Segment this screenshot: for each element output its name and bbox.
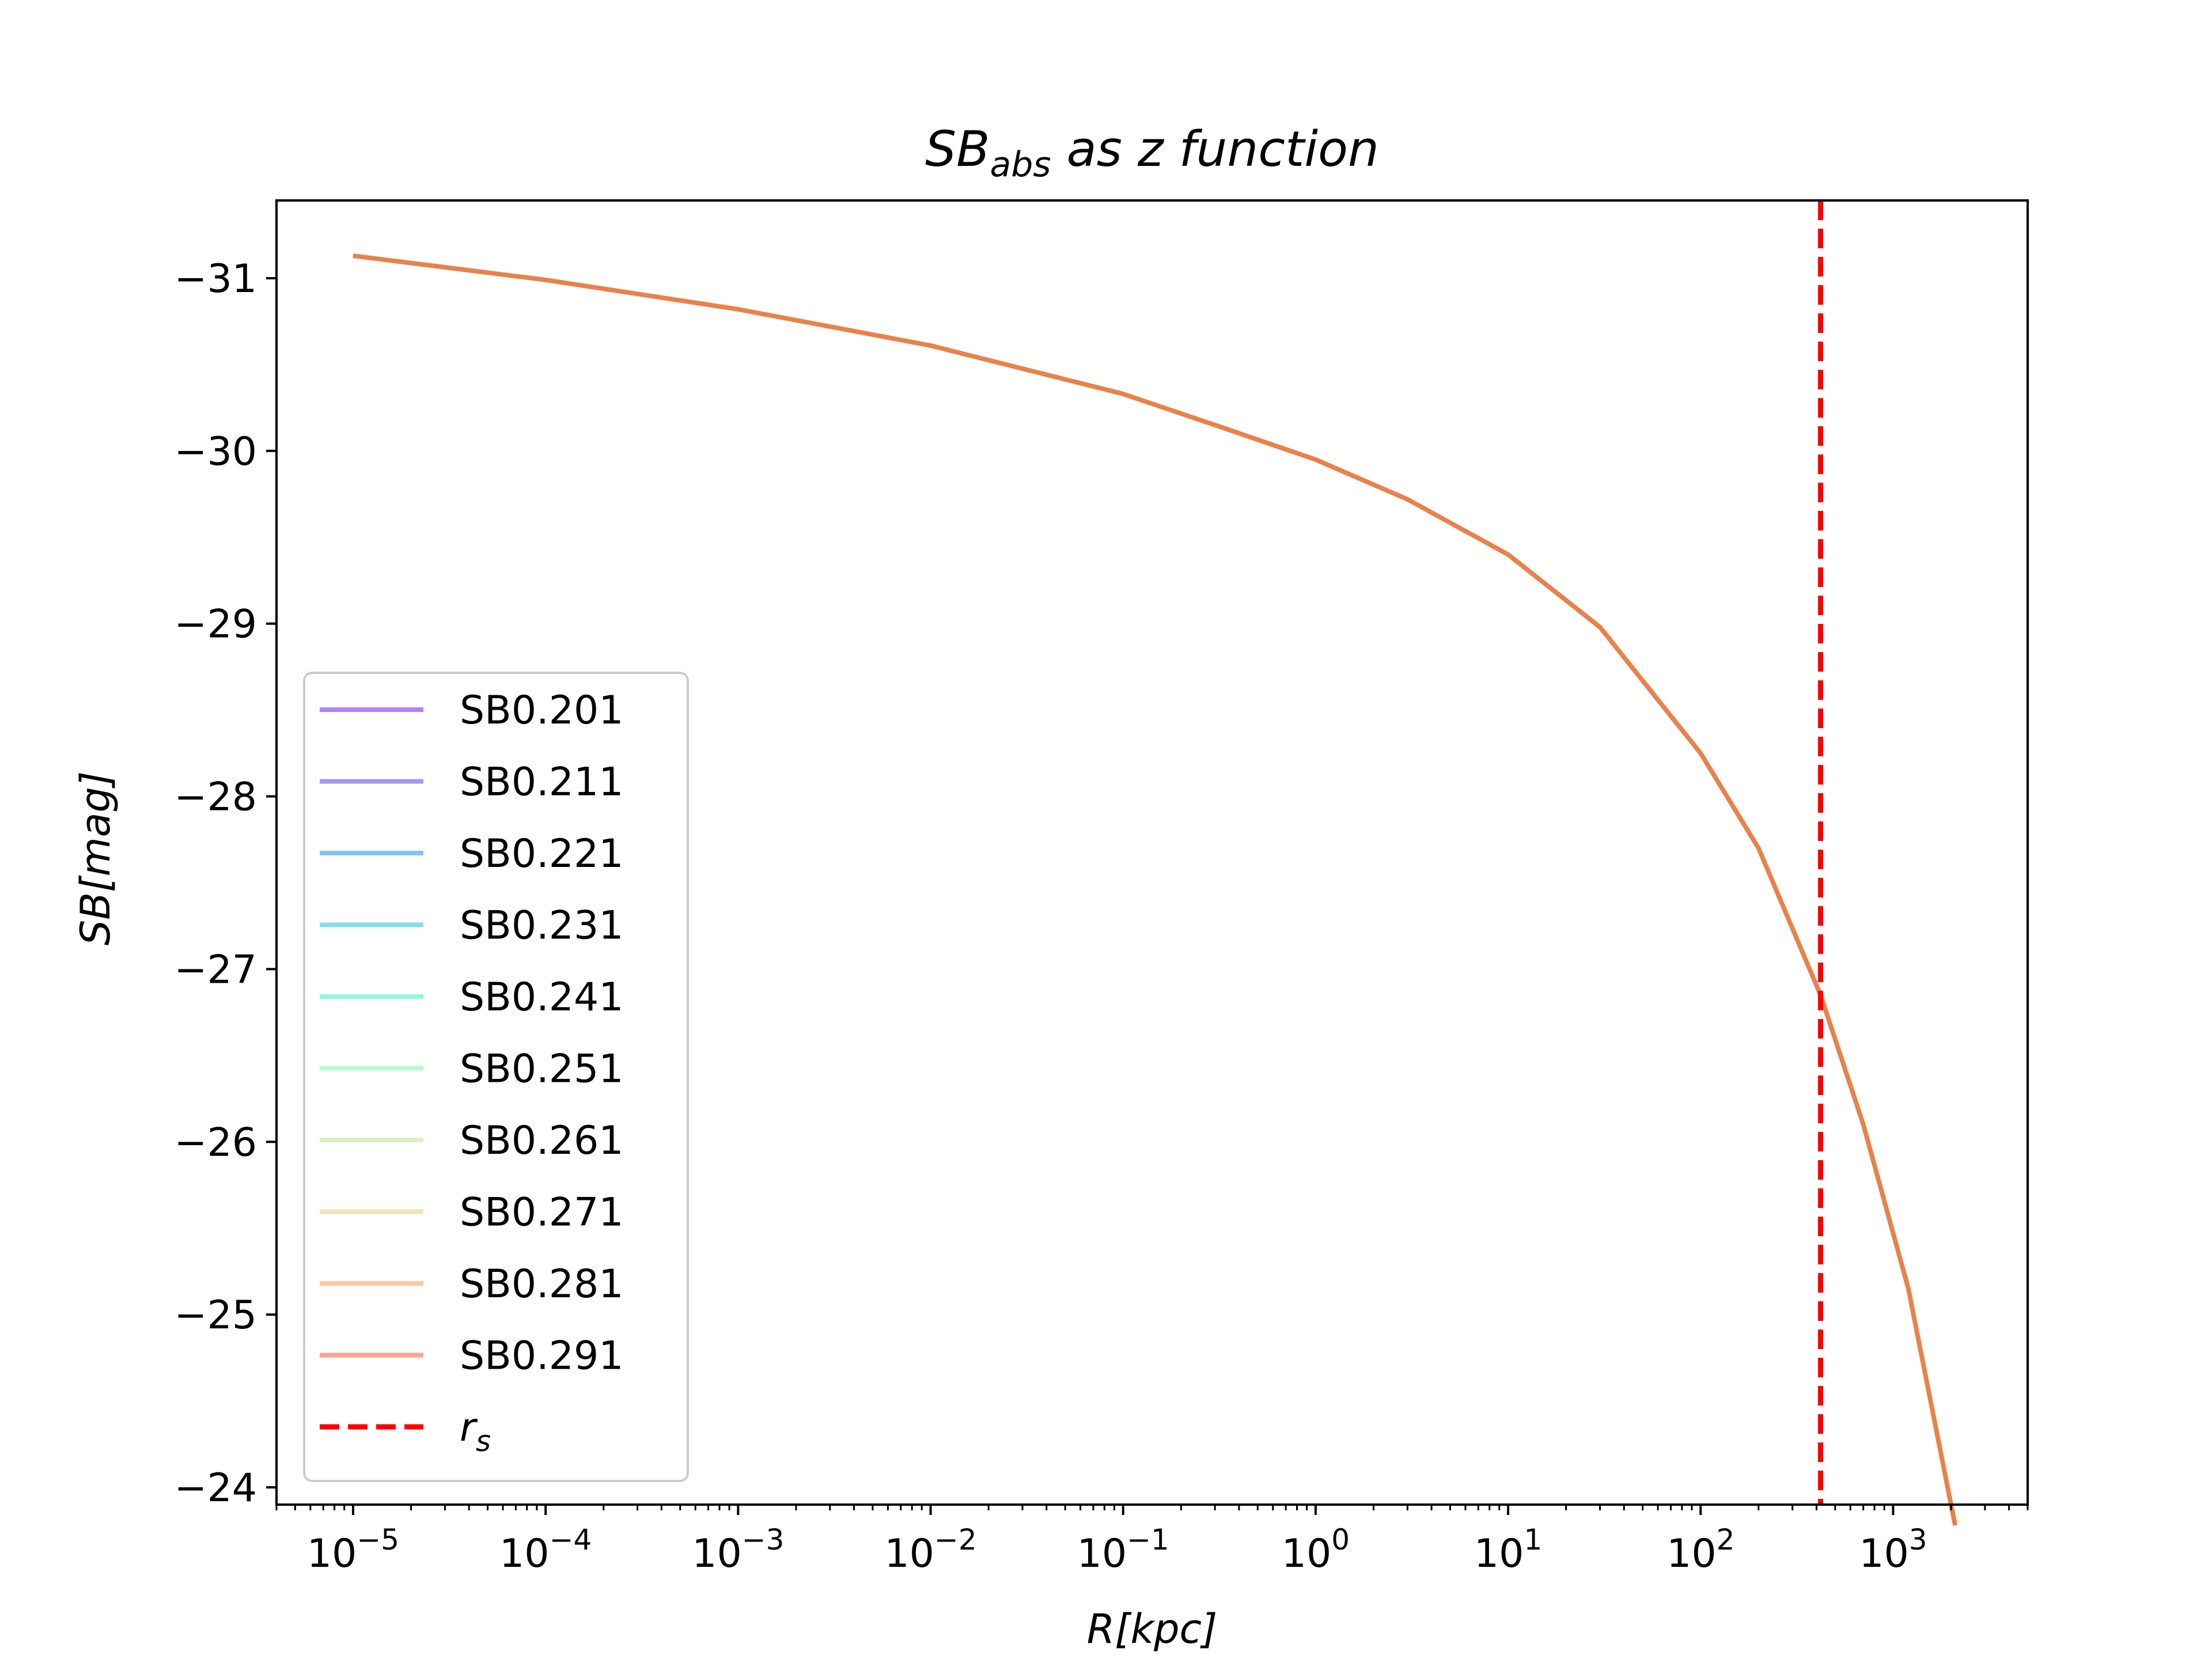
plot-area [275,199,2029,1526]
x-axis-label: R[kpc] [1087,1605,1218,1653]
legend-label: SB0.241 [460,975,623,1020]
legend-box [303,672,689,1482]
x-tick-label: 10−5 [307,1523,399,1577]
y-tick-label: −28 [174,775,257,820]
chart-title-sub: abs [990,145,1051,185]
y-tick-label: −26 [174,1120,257,1165]
chart-title-main: SB [925,121,990,178]
sb-curve [353,253,1958,1526]
legend-label: SB0.211 [460,760,623,805]
legend-label: SB0.251 [460,1047,623,1092]
legend-label: SB0.201 [460,688,623,733]
x-tick-label: 10−4 [499,1523,592,1577]
x-tick-label: 103 [1859,1523,1927,1577]
legend-label-rs: rs [460,1405,491,1458]
y-axis-label: SB[mag] [72,771,119,946]
legend-label: SB0.221 [460,831,623,877]
x-tick-label: 10−1 [1077,1523,1169,1577]
y-tick-label: −30 [174,429,257,475]
y-tick-label: −31 [174,256,257,302]
plot-frame [275,199,2029,1506]
y-tick-label: −25 [174,1293,257,1338]
y-tick-label: −27 [174,947,257,993]
chart-title: SBabs as z function [925,121,1379,185]
legend: SB0.201 SB0.211 SB0.221 SB0.231 SB0.241 SB0.2… [303,672,689,1482]
x-tick-label: 101 [1474,1523,1542,1577]
chart-title-rest: as z function [1051,121,1379,178]
y-axis: −31 −30 −29 −28 −27 −26 −25 −24 [174,256,276,1511]
x-tick-label: 100 [1282,1523,1350,1577]
x-axis: 10−5 10−4 10−3 10−2 10−1 100 101 102 103 [275,1505,2029,1577]
x-tick-label: 10−3 [692,1523,784,1577]
legend-label: SB0.281 [460,1262,623,1307]
y-tick-label: −29 [174,602,257,647]
y-tick-label: −24 [174,1465,257,1511]
x-tick-label: 102 [1666,1523,1734,1577]
legend-items: SB0.201 SB0.211 SB0.221 SB0.231 SB0.241 SB0.2… [320,688,623,1458]
legend-label: SB0.261 [460,1118,623,1164]
x-tick-label: 10−2 [884,1523,976,1577]
legend-label: SB0.291 [460,1334,623,1379]
legend-label: SB0.231 [460,903,623,949]
legend-label: SB0.271 [460,1190,623,1236]
series-lines [353,253,1958,1526]
